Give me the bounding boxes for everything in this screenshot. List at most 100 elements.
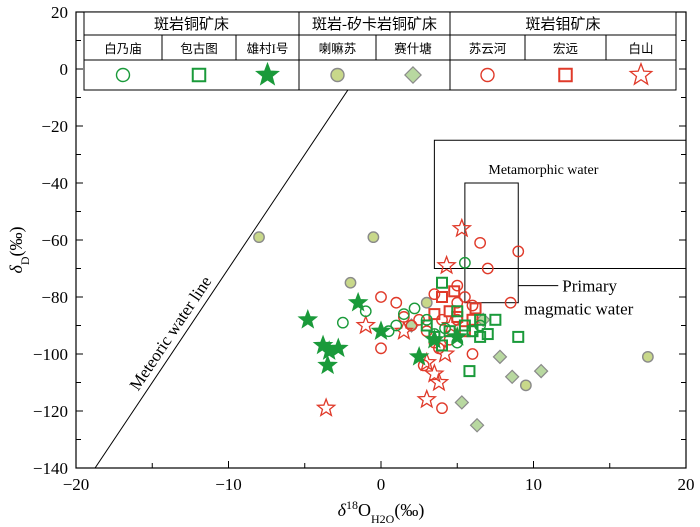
y-tick-label: 0 [60, 60, 69, 79]
primary-magmatic-label-line2: magmatic water [524, 300, 633, 319]
data-point [390, 319, 403, 332]
data-point [370, 320, 392, 340]
data-point [318, 340, 340, 360]
legend: 斑岩铜矿床 斑岩-矽卡岩铜矿床 斑岩钼矿床 白乃庙 包古图 雄村I号 喇嘛苏 赛… [83, 11, 677, 91]
legend-marker [191, 67, 207, 83]
data-point [408, 346, 430, 366]
data-point [463, 365, 476, 378]
legend-marker [558, 67, 573, 83]
y-tick-label: −80 [41, 288, 68, 307]
y-tick-label: −120 [33, 402, 68, 421]
x-axis-title-main: O [358, 500, 371, 520]
legend-name-lamasu: 喇嘛苏 [319, 41, 357, 56]
x-tick-label: 10 [525, 475, 542, 494]
legend-grid-lines [84, 12, 676, 90]
legend-marker [480, 67, 495, 83]
data-point [428, 288, 441, 301]
data-point [451, 217, 473, 238]
data-point [519, 379, 532, 392]
data-point [443, 325, 456, 338]
meteoric-water-line-label: Meteoric water line [126, 273, 216, 394]
legend-marker [255, 61, 280, 86]
y-tick-label: −140 [33, 459, 68, 478]
legend-marker [115, 67, 131, 83]
data-point [297, 308, 319, 329]
legend-markers [115, 61, 654, 86]
y-axis-title: δD(‰) [6, 226, 32, 273]
data-point [317, 354, 338, 375]
data-point [420, 296, 433, 309]
legend-name-xiongcun: 雄村I号 [247, 41, 289, 56]
data-point [481, 328, 494, 341]
data-point [446, 326, 468, 346]
data-point [492, 349, 508, 365]
data-point [424, 328, 445, 349]
data-point [424, 363, 445, 383]
data-point [315, 397, 337, 417]
data-point [512, 245, 525, 258]
legend-name-baogutu: 包古图 [180, 41, 218, 56]
x-tick-label: 0 [377, 475, 386, 494]
x-axis-title-subscript: H2O [371, 512, 395, 526]
x-tick-label: −10 [215, 475, 242, 494]
data-point [344, 276, 357, 289]
data-point [451, 305, 464, 318]
data-point [458, 256, 471, 269]
data-point [469, 302, 482, 315]
data-point [434, 343, 456, 363]
legend-marker [330, 67, 345, 83]
data-point [466, 299, 479, 312]
y-axis-title-delta: δ [6, 265, 26, 274]
data-point [428, 371, 450, 392]
data-point [641, 350, 654, 363]
data-point [451, 296, 464, 309]
y-tick-label: −60 [41, 231, 68, 250]
data-point [533, 363, 549, 379]
data-point [347, 291, 369, 312]
x-axis-title-unit: (‰) [394, 500, 424, 521]
y-axis-title-unit: (‰) [6, 226, 27, 256]
data-point [416, 388, 438, 409]
data-point [474, 313, 487, 326]
legend-name-bainaimiao: 白乃庙 [104, 41, 142, 56]
data-point [475, 312, 491, 328]
y-axis-title-subscript: D [18, 256, 32, 265]
x-tick-label: 20 [678, 475, 695, 494]
data-point [393, 320, 415, 340]
data-point [390, 296, 403, 309]
data-point [327, 337, 349, 358]
y-tick-label: −100 [33, 345, 68, 364]
data-point [469, 417, 485, 433]
x-axis-title-superscript: 18 [346, 498, 358, 512]
data-point [474, 330, 487, 343]
data-point [405, 319, 418, 332]
data-point [466, 348, 479, 360]
primary-magmatic-label-line1: Primary [562, 277, 617, 296]
data-point [504, 369, 520, 385]
data-point [408, 302, 421, 315]
data-point [436, 291, 448, 303]
data-point [336, 316, 349, 329]
data-point [454, 395, 470, 410]
legend-group-porphyry-molybdenum: 斑岩钼矿床 [525, 16, 600, 33]
x-axis-title: δ18OH2O(‰) [338, 498, 425, 526]
y-tick-label: 20 [51, 3, 68, 22]
data-point [367, 231, 380, 244]
data-point [428, 308, 441, 321]
data-point [355, 314, 377, 335]
legend-name-saishitang: 赛什塘 [394, 41, 432, 56]
data-point [375, 291, 387, 303]
legend-marker [628, 61, 654, 86]
data-point [489, 313, 502, 326]
data-point [436, 276, 448, 289]
legend-box [83, 11, 677, 91]
y-tick-label: −20 [41, 117, 68, 136]
data-point [436, 254, 457, 275]
meteoric-water-line [94, 12, 401, 468]
data-point [436, 402, 448, 415]
data-point [397, 308, 410, 320]
legend-name-suyunhe: 苏云河 [469, 41, 507, 56]
legend-name-baishan: 白山 [628, 41, 653, 56]
legend-group-porphyry-skarn-copper: 斑岩-矽卡岩铜矿床 [312, 16, 437, 33]
